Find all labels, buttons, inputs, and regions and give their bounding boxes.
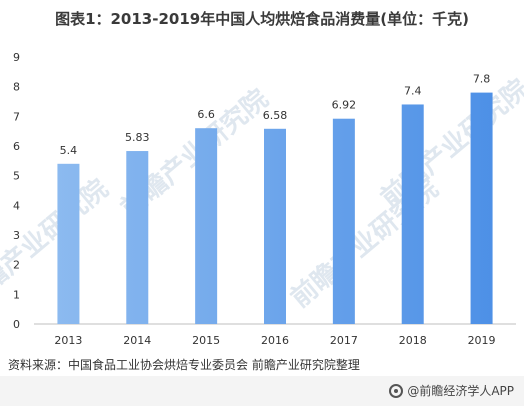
bar-2017 (332, 118, 355, 324)
bar-2015 (195, 128, 218, 324)
data-label-2016: 6.58 (263, 109, 288, 122)
x-tick-label-2014: 2014 (123, 334, 151, 347)
y-tick-label: 3 (13, 229, 20, 242)
x-tick-label-2016: 2016 (261, 334, 289, 347)
bar-chart: 前瞻产业研究院前瞻产业研究院前瞻产业研究院前瞻产业研究院01234567895.… (0, 51, 524, 347)
x-tick-label-2017: 2017 (330, 334, 358, 347)
data-label-2018: 7.4 (404, 84, 422, 97)
bar-2016 (264, 128, 286, 324)
y-tick-label: 7 (13, 110, 20, 123)
y-tick-label: 9 (13, 51, 20, 64)
y-tick-label: 4 (13, 199, 20, 212)
x-tick-label-2019: 2019 (468, 334, 496, 347)
bar-2014 (126, 151, 149, 324)
data-label-2019: 7.8 (473, 73, 491, 86)
data-label-2013: 5.4 (60, 144, 78, 157)
bar-2019 (470, 92, 493, 324)
x-tick-label-2013: 2013 (54, 334, 82, 347)
x-tick-label-2018: 2018 (399, 334, 427, 347)
bar-2013 (57, 163, 80, 324)
y-tick-label: 5 (13, 170, 20, 183)
data-label-2017: 6.92 (332, 99, 357, 112)
brand-logo-icon (389, 383, 404, 398)
x-tick-label-2015: 2015 (192, 334, 220, 347)
y-tick-label: 2 (13, 259, 20, 272)
footer-brand-text: @前瞻经济学人APP (407, 384, 514, 398)
y-tick-label: 1 (13, 288, 20, 301)
watermark-text-3: 前瞻产业研究院 (375, 73, 524, 214)
y-tick-label: 0 (13, 318, 20, 331)
chart-title: 图表1：2013-2019年中国人均烘焙食品消费量(单位：千克) (55, 10, 469, 28)
data-label-2014: 5.83 (125, 131, 150, 144)
bar-2018 (401, 104, 424, 324)
footer-brand: @前瞻经济学人APP (389, 382, 514, 399)
data-label-2015: 6.6 (197, 108, 215, 121)
y-tick-label: 8 (13, 81, 20, 94)
y-tick-label: 6 (13, 140, 20, 153)
source-note: 资料来源：中国食品工业协会烘焙专业委员会 前瞻产业研究院整理 (8, 358, 360, 372)
footer-bar: @前瞻经济学人APP (0, 376, 524, 406)
